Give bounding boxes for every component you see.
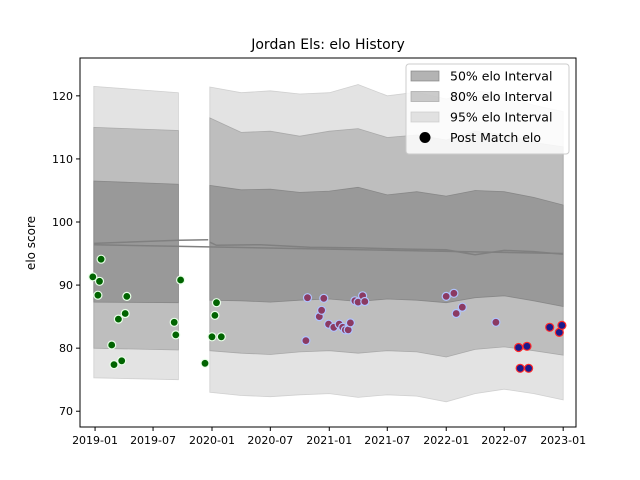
legend-label-2: 80% elo Interval	[450, 89, 552, 104]
x-tick-label: 2021-07	[364, 434, 410, 447]
elo-point-1-16	[210, 310, 220, 320]
elo-point-1-14	[200, 358, 210, 368]
elo-point-2-21	[491, 317, 501, 327]
legend: 50% elo Interval 80% elo Interval 95% elo …	[405, 63, 570, 155]
legend-label-4: Post Match elo	[450, 130, 541, 145]
post-match-points	[88, 254, 567, 373]
elo-point-2-20	[457, 302, 467, 312]
elo-point-2-12	[345, 318, 355, 328]
x-axis: 2019-01 2019-07 2020-01 2020-07 2021-01 2021-…	[72, 427, 586, 447]
elo-point-2-4	[317, 305, 327, 315]
elo-point-1-2	[93, 290, 103, 300]
elo-point-1-18	[216, 332, 226, 342]
elo-point-3-1	[513, 342, 524, 353]
elo-point-1-10	[122, 291, 132, 301]
elo-point-3-5	[545, 322, 555, 332]
elo-point-1-7	[113, 314, 124, 324]
legend-label-3: 95% elo Interval	[450, 110, 552, 125]
legend-label-1: 50% elo Interval	[450, 69, 552, 84]
elo-point-1-11	[169, 317, 179, 327]
x-tick-label: 2019-07	[130, 434, 176, 447]
plot-frame	[79, 57, 577, 428]
elo-point-1-12	[171, 330, 181, 340]
y-tick-label: 110	[52, 153, 73, 166]
x-tick-label: 2020-01	[189, 434, 235, 447]
x-tick-label: 2021-01	[306, 434, 352, 447]
elo-point-2-18	[449, 288, 459, 298]
center-lines	[93, 238, 564, 256]
elo-point-2-16	[360, 296, 370, 307]
band-3-segment-2	[209, 184, 564, 307]
legend-frame	[405, 63, 570, 155]
legend-marker	[419, 132, 431, 143]
elo-point-3-4	[523, 363, 534, 373]
y-tick-label: 70	[59, 405, 73, 418]
elo-point-1-17	[211, 298, 222, 308]
elo-point-1-4	[96, 254, 106, 264]
y-axis: 70 80 90 100 110 120	[52, 90, 80, 418]
x-tick-label: 2022-01	[423, 434, 469, 447]
x-tick-label: 2022-07	[481, 434, 527, 447]
x-tick-label: 2023-01	[540, 434, 586, 447]
center-line-2	[93, 243, 564, 255]
y-tick-label: 100	[52, 216, 73, 229]
elo-point-2-5	[319, 293, 329, 303]
elo-point-2-2	[302, 293, 313, 303]
elo-point-2-17	[441, 291, 451, 301]
elo-point-3-2	[515, 363, 525, 373]
y-tick-label: 90	[59, 279, 73, 292]
elo-point-1-3	[94, 276, 105, 286]
y-axis-label: elo score	[24, 216, 38, 270]
elo-point-3-7	[557, 320, 567, 330]
elo-point-3-3	[522, 341, 532, 351]
legend-swatch-3	[410, 111, 440, 123]
elo-point-1-6	[109, 360, 119, 370]
legend-swatch-1	[410, 70, 440, 82]
y-tick-label: 80	[59, 342, 73, 355]
interval-bands	[93, 84, 564, 403]
center-line-3	[209, 241, 564, 256]
y-tick-label: 120	[52, 90, 73, 103]
elo-point-1-1	[88, 272, 98, 282]
elo-point-1-13	[176, 275, 186, 285]
x-tick-label: 2019-01	[72, 434, 118, 447]
elo-point-2-19	[451, 308, 461, 319]
chart-title: Jordan Els: elo History	[250, 37, 405, 53]
center-line-1	[93, 238, 209, 245]
legend-swatch-2	[410, 91, 440, 102]
elo-point-1-15	[207, 332, 217, 342]
elo-point-1-8	[117, 356, 127, 366]
elo-point-2-1	[301, 336, 311, 346]
x-tick-label: 2020-07	[247, 434, 293, 447]
elo-point-1-9	[120, 308, 130, 319]
elo-point-1-5	[107, 340, 117, 350]
